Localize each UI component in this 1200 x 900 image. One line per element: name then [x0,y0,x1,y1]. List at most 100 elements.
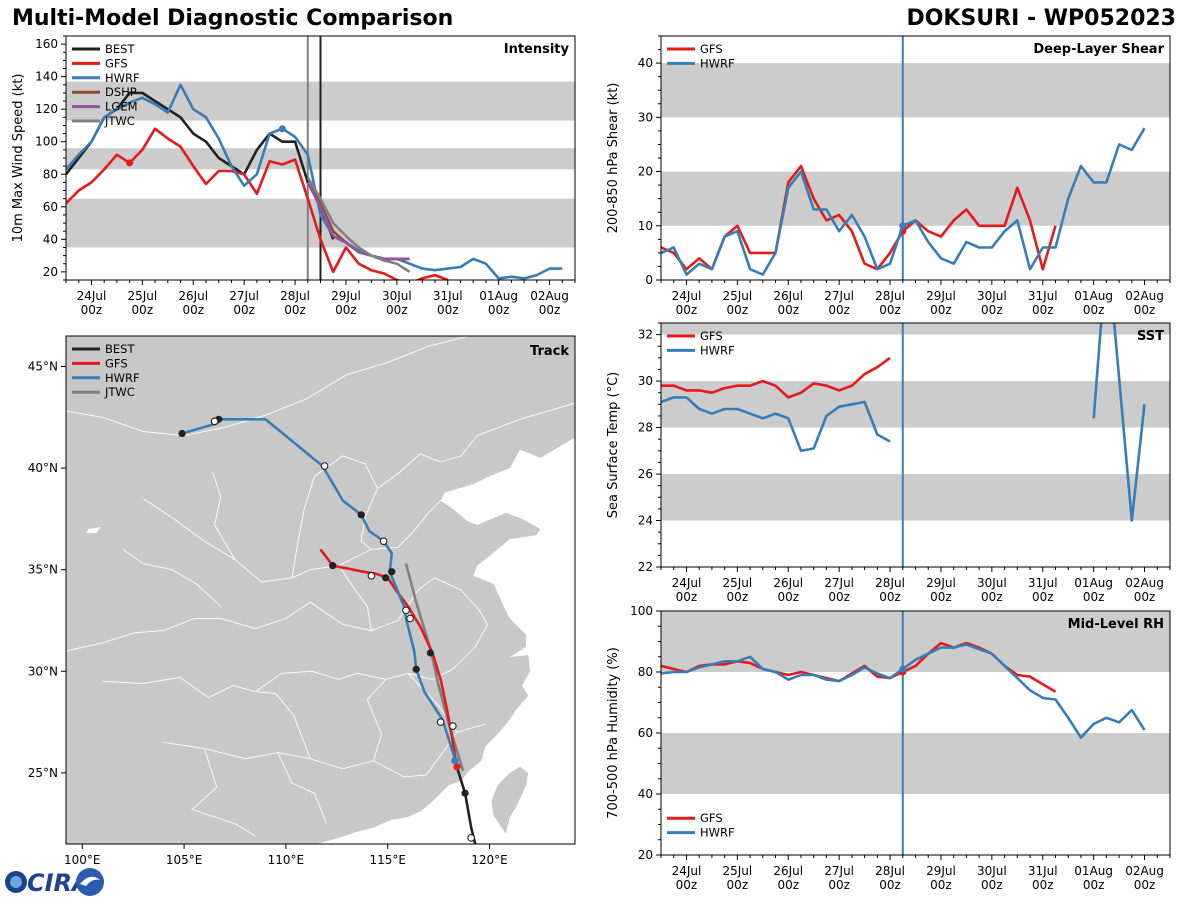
province-border [277,752,328,824]
y-tick-label: 26 [638,467,653,481]
y-tick-label: 80 [638,665,653,679]
legend-label-best: BEST [105,42,135,56]
x-tick-label: 100°E [64,853,101,867]
province-border [255,691,311,759]
x-tick-label-hour: 00z [727,303,749,317]
x-tick-label-hour: 00z [879,590,901,604]
x-tick-label-date: 02Aug [1125,576,1164,590]
series-marker-hwrf [899,665,907,673]
x-tick-label-date: 28Jul [280,289,310,303]
y-axis-label: 700-500 hPa Humidity (%) [606,647,621,819]
x-tick-label-hour: 00z [981,878,1003,892]
x-tick-label-hour: 00z [1032,590,1054,604]
x-tick-label-hour: 00z [1134,303,1156,317]
legend-label-gfs: GFS [700,42,723,56]
panel-title: Deep-Layer Shear [1033,42,1164,57]
x-tick-label-hour: 00z [727,878,749,892]
legend-label-lgem: LGEM [105,100,138,114]
x-tick-label-date: 27Jul [824,576,854,590]
series-line-hwrf [1092,323,1146,522]
province-border [122,549,222,607]
x-tick-label-hour: 00z [1083,590,1105,604]
track-marker-00z-gfs [329,562,337,570]
y-tick-label: 30 [638,374,653,388]
y-tick-label: 20 [43,265,58,279]
x-tick-label-date: 26Jul [773,864,803,878]
track-marker-current-hwrf [451,757,459,765]
y-tick-label: 60 [43,200,58,214]
track-marker-00z-gfs [382,574,390,582]
province-border [338,565,372,631]
legend-label-hwrf: HWRF [700,56,735,70]
province-border [212,471,236,560]
x-tick-label-hour: 00z [386,303,408,317]
x-tick-label-date: 29Jul [926,576,956,590]
x-tick-label-date: 31Jul [433,289,463,303]
province-border [411,500,441,534]
x-tick-label: 110°E [268,853,305,867]
panel-title: Intensity [504,42,570,57]
track-marker-12z-hwrf [210,417,219,426]
y-tick-label: 30 [638,110,653,124]
x-tick-label-date: 24Jul [672,289,702,303]
track-marker-12z-hwrf [436,718,445,726]
y-tick-label: 80 [43,167,58,181]
x-tick-label-hour: 00z [1083,303,1105,317]
map-area [66,336,575,844]
x-tick-label-hour: 00z [930,878,952,892]
x-tick-label-date: 02Aug [1125,289,1164,303]
panel-rh: 20 40 60 80 100 700-500 hPa Humidity (%) 24Jul… [606,604,1171,892]
x-tick-label-date: 26Jul [773,289,803,303]
shade-band [661,171,1170,226]
x-tick-label-hour: 00z [777,878,799,892]
x-tick-label-hour: 00z [828,878,850,892]
x-tick-label-date: 27Jul [824,864,854,878]
y-tick-label: 24 [638,514,653,528]
track-marker-12z-gfs [367,571,376,580]
legend-label-gfs: GFS [105,356,128,370]
x-tick-label-hour: 00z [182,303,204,317]
province-border [66,630,164,652]
y-tick-label: 100 [35,135,58,149]
legend-label-jtwc: JTWC [104,114,135,128]
y-tick-label: 160 [35,37,58,51]
x-tick-label-date: 24Jul [672,576,702,590]
series-line-lgem [306,181,410,261]
y-tick-label: 40 [638,56,653,70]
series-line-jtwc [306,176,411,273]
shade-band [661,323,1170,335]
x-tick-label-date: 26Jul [773,576,803,590]
y-tick-label: 140 [35,70,58,84]
province-border [255,668,454,692]
x-tick-label-hour: 00z [1134,878,1156,892]
x-tick-label-hour: 00z [777,590,799,604]
legend-label-jtwc: JTWC [104,385,135,399]
x-tick-label-date: 28Jul [875,576,905,590]
panel-title: SST [1137,329,1164,344]
x-tick-label-hour: 00z [284,303,306,317]
province-border [291,455,378,578]
x-tick-label-hour: 00z [132,303,154,317]
x-tick-label-hour: 00z [930,303,952,317]
lake [86,527,101,534]
x-tick-label-date: 01Aug [1074,576,1113,590]
plot-area-rh [661,611,1170,855]
y-tick-label: 40 [43,232,58,246]
shade-band [661,381,1170,428]
x-tick-label-hour: 00z [233,303,255,317]
logo-emblem [76,868,104,896]
x-tick-label-date: 31Jul [1028,289,1058,303]
plot-area-intensity [66,36,575,280]
x-tick-label: 105°E [166,853,203,867]
y-tick-label: 60 [638,726,653,740]
legend-label-hwrf: HWRF [105,371,140,385]
x-tick-label-hour: 00z [676,590,698,604]
province-border [366,679,387,761]
series-marker-gfs [126,159,134,167]
y-tick-label: 0 [645,273,653,287]
